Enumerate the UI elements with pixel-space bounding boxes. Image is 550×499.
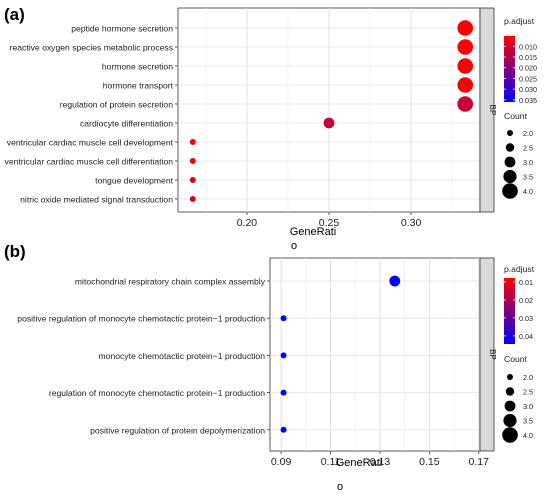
size-legend-label: 2.0 — [523, 373, 533, 382]
color-legend-label: 0.015 — [519, 53, 537, 62]
x-axis-label-line: GeneRati — [290, 226, 336, 238]
size-legend-label: 2.5 — [523, 388, 533, 397]
data-point — [189, 177, 196, 183]
size-legend-label: 2.0 — [523, 129, 533, 138]
x-tick-label: 0.13 — [370, 456, 391, 468]
x-tick-label: 0.30 — [401, 217, 422, 229]
facet-label: BP — [488, 349, 497, 360]
data-point — [189, 139, 196, 145]
facet-strip — [479, 7, 495, 213]
facet-label: BP — [488, 105, 497, 116]
size-legend-label: 3.0 — [523, 402, 533, 411]
panel-a: (a) peptide hormone secretion reactive oxy… — [4, 5, 537, 252]
size-legend-dot — [502, 427, 518, 443]
plot-panel — [269, 257, 481, 452]
color-legend-label: 0.025 — [519, 74, 537, 83]
panel-b: (b) mitochondrial respiratory chain compl… — [4, 242, 535, 493]
data-point — [457, 58, 474, 74]
size-legend-label: 3.0 — [523, 158, 533, 167]
data-point — [280, 315, 287, 322]
x-tick-label: 0.20 — [237, 217, 258, 229]
x-axis-label-line: o — [291, 240, 297, 252]
color-legend-label: 0.03 — [519, 314, 533, 323]
category-label: ventricular cardiac muscle cell differen… — [5, 157, 174, 167]
data-point — [389, 275, 401, 287]
category-label: positive regulation of protein depolymer… — [90, 425, 265, 435]
category-label: mitochondrial respiratory chain complex … — [75, 277, 266, 287]
size-legend-label: 4.0 — [523, 187, 533, 196]
category-label: cardiocyte differentiation — [80, 119, 173, 129]
x-axis-label: GeneRati o — [336, 457, 382, 493]
size-legend-label: 2.5 — [523, 144, 533, 153]
size-legend-title: Count — [504, 354, 528, 364]
size-legend-label: 3.5 — [523, 417, 533, 426]
data-point — [280, 426, 287, 433]
x-axis-label-line: GeneRati — [336, 457, 382, 469]
size-legend-dot — [502, 183, 518, 199]
category-label: regulation of protein secretion — [60, 100, 173, 110]
color-legend-bar — [504, 36, 515, 102]
size-legend-label: 3.5 — [523, 173, 533, 182]
category-label: tongue development — [95, 176, 173, 186]
x-tick-label: 0.25 — [319, 217, 340, 229]
size-legend-dot — [504, 156, 516, 168]
panel-letter: (b) — [4, 242, 26, 261]
data-point — [457, 77, 474, 93]
data-point — [457, 39, 474, 55]
size-legend-dot — [507, 130, 513, 136]
category-label: positive regulation of monocyte chemotac… — [17, 314, 265, 324]
color-legend-title: p.adjust — [504, 16, 535, 26]
color-legend-label: 0.020 — [519, 64, 537, 73]
size-legend-dot — [503, 169, 517, 184]
size-legend-label: 4.0 — [523, 431, 533, 440]
data-point — [189, 196, 196, 202]
color-legend-bar — [504, 278, 515, 344]
category-label: regulation of monocyte chemotactic prote… — [49, 388, 265, 398]
category-label: peptide hormone secretion — [71, 24, 173, 34]
category-label: reactive oxygen species metabolic proces… — [10, 43, 173, 53]
color-legend-label: 0.030 — [519, 85, 537, 94]
color-legend-label: 0.04 — [519, 332, 533, 341]
size-legend-dot — [503, 413, 517, 428]
data-point — [189, 158, 196, 164]
x-tick-label: 0.11 — [321, 456, 341, 468]
size-legend-dot — [507, 374, 513, 380]
color-legend-label: 0.035 — [519, 96, 537, 105]
size-legend-dot — [505, 143, 515, 152]
data-point — [280, 352, 287, 359]
x-tick-label: 0.17 — [469, 456, 490, 468]
data-point — [457, 20, 474, 36]
data-point — [280, 389, 287, 396]
category-label: hormone transport — [103, 81, 174, 91]
category-label: ventricular cardiac muscle cell developm… — [7, 138, 174, 148]
color-legend-label: 0.010 — [519, 42, 537, 51]
panel-letter: (a) — [4, 5, 25, 24]
size-legend-dot — [505, 387, 515, 396]
category-label: nitric oxide mediated signal transductio… — [20, 195, 173, 205]
color-legend-label: 0.02 — [519, 296, 533, 305]
size-legend-dot — [504, 400, 516, 412]
category-label: monocyte chemotactic protein−1 productio… — [99, 351, 266, 361]
x-tick-label: 0.09 — [271, 456, 292, 468]
x-axis-label-line: o — [337, 481, 343, 493]
color-legend-label: 0.01 — [519, 278, 533, 287]
color-legend-title: p.adjust — [504, 264, 535, 274]
x-tick-label: 0.15 — [419, 456, 440, 468]
data-point — [457, 96, 474, 112]
x-axis-label: GeneRati o — [290, 226, 336, 252]
size-legend-title: Count — [504, 111, 528, 121]
facet-strip — [479, 257, 495, 452]
data-point — [323, 117, 335, 129]
category-label: hormone secretion — [102, 62, 173, 72]
